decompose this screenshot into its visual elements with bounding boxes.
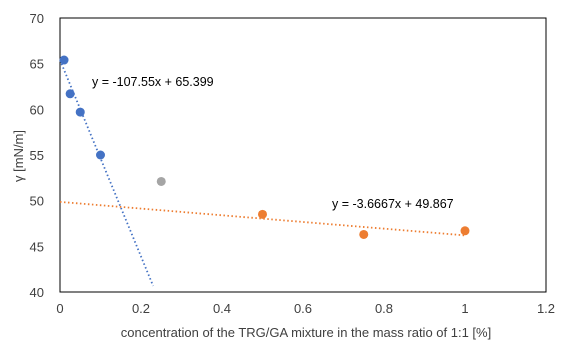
trendline-equation: y = -107.55x + 65.399: [92, 75, 214, 89]
data-point: [460, 226, 470, 236]
y-tick-label: 60: [30, 102, 44, 117]
x-tick-label: 0.2: [132, 301, 150, 316]
plot-area-border: [59, 17, 547, 293]
x-tick-label: 1: [461, 301, 468, 316]
data-points: [59, 55, 470, 239]
y-tick-label: 65: [30, 57, 44, 72]
data-point: [96, 150, 105, 160]
x-tick-label: 1.2: [537, 301, 555, 316]
plot-frame: [59, 17, 547, 293]
trendline-equations: y = -107.55x + 65.399 y = -3.6667x + 49.8…: [92, 75, 454, 211]
y-tick-label: 50: [30, 194, 44, 209]
y-tick-label: 45: [30, 239, 44, 254]
data-point: [59, 55, 69, 65]
x-tick-label: 0.4: [213, 301, 231, 316]
y-tick-label: 55: [30, 148, 44, 163]
x-tick-label: 0.6: [294, 301, 312, 316]
data-point: [156, 176, 166, 186]
x-tick-label: 0.8: [375, 301, 393, 316]
data-point: [75, 107, 85, 117]
trendlines: [59, 59, 466, 287]
trendline: [59, 59, 154, 287]
y-tick-label: 70: [30, 11, 44, 26]
x-axis-ticks: 0 0.2 0.4 0.6 0.8 1 1.2: [56, 301, 555, 316]
data-point: [359, 229, 369, 239]
trendline-equation: y = -3.6667x + 49.867: [332, 197, 454, 211]
y-axis-ticks: 40 45 50 55 60 65 70: [30, 11, 44, 300]
y-tick-label: 40: [30, 285, 44, 300]
x-axis-title: concentration of the TRG/GA mixture in t…: [121, 325, 491, 340]
data-point: [65, 89, 75, 99]
data-point: [258, 209, 267, 219]
y-axis-title: γ [mN/m]: [11, 130, 26, 182]
x-tick-label: 0: [56, 301, 63, 316]
